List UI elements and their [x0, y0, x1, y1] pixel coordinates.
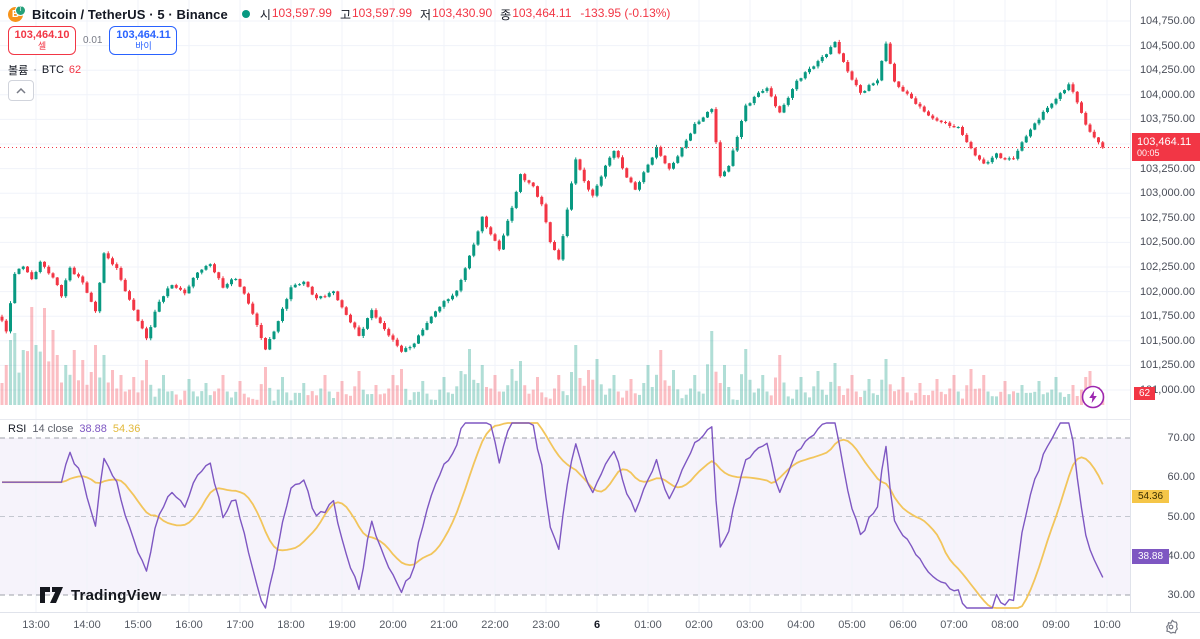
ohlc-values: 시 103,597.99 고 103,597.99 저 103,430.90 종 103… [260, 6, 671, 23]
rsi-params: 14 close [32, 423, 74, 435]
time-tick-label: 22:00 [481, 619, 509, 631]
price-tick-label: 101,750.00 [1139, 310, 1195, 322]
price-axis[interactable]: 104,750.00 104,500.00 104,250.00 104,000.00… [1130, 0, 1200, 612]
price-tick-label: 104,250.00 [1139, 64, 1195, 76]
change-value: -133.95 (-0.13%) [580, 5, 671, 20]
time-tick-label: 03:00 [736, 619, 764, 631]
time-tick-label: 16:00 [175, 619, 203, 631]
time-tick-label: 10:00 [1093, 619, 1121, 631]
price-tick-label: 104,750.00 [1139, 15, 1195, 27]
volume-unit: BTC [41, 64, 64, 76]
rsi-tick-label: 40.00 [1167, 550, 1195, 562]
current-price-badge: 103,464.11 00:05 [1132, 133, 1200, 161]
price-tick-label: 103,000.00 [1139, 187, 1195, 199]
time-tick-label: 07:00 [940, 619, 968, 631]
rsi-tick-label: 30.00 [1167, 589, 1195, 601]
time-tick-label: 20:00 [379, 619, 407, 631]
time-tick-label: 13:00 [22, 619, 50, 631]
price-tick-label: 102,250.00 [1139, 261, 1195, 273]
price-tick-label: 103,750.00 [1139, 113, 1195, 125]
high-value: 103,597.99 [351, 5, 413, 20]
price-tick-label: 102,750.00 [1139, 212, 1195, 224]
low-value: 103,430.90 [432, 5, 493, 20]
sell-price: 103,464.10 [14, 29, 70, 41]
time-tick-label: 6 [593, 619, 601, 631]
rsi-pane-canvas[interactable] [0, 420, 1130, 612]
gear-icon [1165, 619, 1178, 634]
spread-value: 0.01 [83, 35, 103, 46]
buy-label: 바이 [135, 40, 152, 51]
volume-value: 62 [68, 64, 82, 76]
volume-separator: · [33, 64, 37, 76]
low-label: 저 [420, 7, 432, 22]
price-tick-label: 102,000.00 [1139, 286, 1195, 298]
buy-price: 103,464.11 [116, 29, 171, 41]
volume-badge: 62 [1134, 387, 1156, 400]
market-status-dot[interactable] [241, 10, 250, 18]
price-tick-label: 104,500.00 [1139, 40, 1195, 52]
price-tick-label: 101,500.00 [1139, 335, 1195, 347]
time-tick-label: 17:00 [226, 619, 254, 631]
flash-boost-button[interactable] [1081, 385, 1105, 409]
close-value: 103,464.11 [512, 5, 572, 20]
time-tick-label: 14:00 [73, 619, 101, 631]
chevron-up-icon [16, 87, 26, 94]
time-tick-label: 01:00 [634, 619, 662, 631]
open-value: 103,597.99 [271, 5, 332, 20]
time-tick-label: 02:00 [685, 619, 713, 631]
time-tick-label: 21:00 [430, 619, 458, 631]
price-pane-canvas[interactable] [0, 0, 1130, 420]
time-tick-label: 04:00 [787, 619, 815, 631]
price-tick-label: 103,250.00 [1139, 163, 1195, 175]
time-tick-label: 09:00 [1042, 619, 1070, 631]
time-tick-label: 19:00 [328, 619, 356, 631]
high-label: 고 [339, 7, 351, 22]
buy-button[interactable]: 103,464.11 바이 [109, 26, 178, 55]
price-tick-label: 102,500.00 [1139, 236, 1195, 248]
rsi-tick-label: 60.00 [1167, 471, 1195, 483]
rsi-tick-label: 70.00 [1167, 432, 1195, 444]
volume-name: 볼륨 [8, 65, 29, 77]
symbol-title[interactable]: Bitcoin / TetherUS · 5 · Binance [32, 6, 228, 22]
sell-button[interactable]: 103,464.10 셀 [8, 26, 76, 55]
pane-divider[interactable] [0, 419, 1200, 420]
close-label: 종 [500, 7, 512, 22]
bar-countdown: 00:05 [1137, 147, 1160, 158]
rsi-name[interactable]: RSI [8, 423, 27, 435]
tradingview-watermark[interactable]: TradingView [40, 586, 161, 604]
time-tick-label: 23:00 [532, 619, 560, 631]
price-tick-label: 104,000.00 [1139, 89, 1195, 101]
open-label: 시 [259, 7, 271, 22]
trade-widget: 103,464.10 셀 0.01 103,464.11 바이 [8, 26, 178, 55]
axis-settings-button[interactable] [1162, 618, 1180, 636]
rsi-value: 38.88 [79, 423, 107, 435]
volume-legend: 볼륨 · BTC 62 [8, 62, 81, 78]
rsi-ma-badge: 54.36 [1132, 490, 1170, 503]
time-tick-label: 18:00 [277, 619, 305, 631]
tradingview-logo-icon [40, 587, 63, 603]
time-tick-label: 06:00 [889, 619, 917, 631]
price-tick-label: 101,250.00 [1139, 359, 1195, 371]
current-price-value: 103,464.11 [1137, 135, 1192, 148]
watermark-text: TradingView [71, 586, 162, 604]
sell-label: 셀 [37, 40, 47, 51]
time-tick-label: 15:00 [124, 619, 152, 631]
collapse-toolbar-button[interactable] [8, 80, 34, 101]
time-tick-label: 08:00 [991, 619, 1019, 631]
rsi-ma-value: 54.36 [112, 423, 141, 435]
lightning-icon [1081, 385, 1105, 409]
time-tick-label: 05:00 [838, 619, 866, 631]
rsi-value-badge: 38.88 [1132, 549, 1170, 564]
rsi-legend: RSI 14 close 38.88 54.36 [8, 423, 140, 435]
rsi-tick-label: 50.00 [1167, 511, 1195, 523]
time-axis[interactable]: 13:00 14:00 15:00 16:00 17:00 18:00 19:00 20:00… [0, 612, 1200, 639]
